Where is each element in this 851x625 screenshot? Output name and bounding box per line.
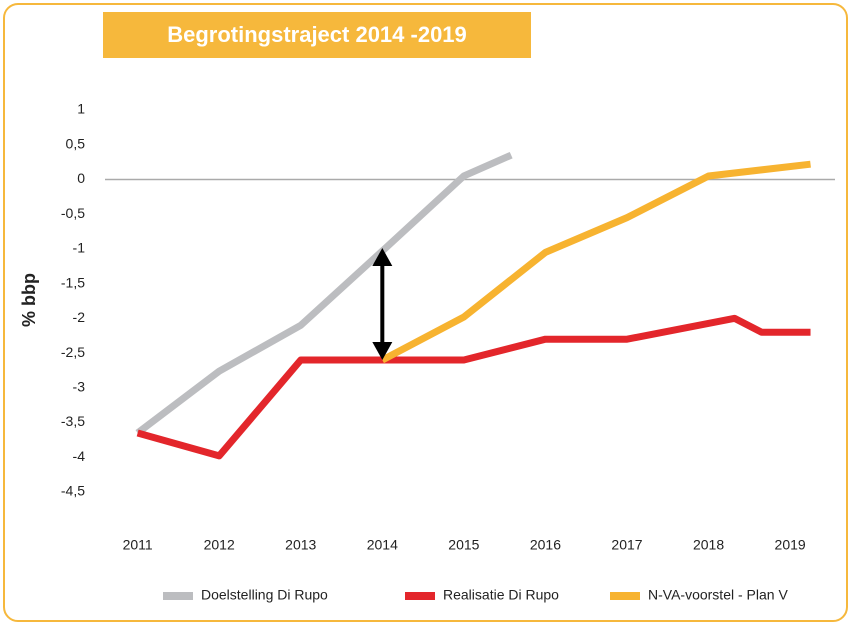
x-tick-label: 2019	[775, 537, 806, 553]
x-tick-label: 2013	[285, 537, 316, 553]
x-tick-label: 2017	[611, 537, 642, 553]
y-tick-label: -4	[73, 448, 86, 464]
title-banner	[103, 12, 531, 58]
y-tick-label: -2,5	[61, 344, 85, 360]
y-tick-label: 0,5	[66, 135, 86, 151]
frame	[3, 3, 848, 622]
x-tick-label: 2011	[123, 537, 153, 553]
y-tick-label: -4,5	[61, 483, 85, 499]
y-tick-label: -0,5	[61, 205, 85, 221]
arrow-head	[372, 248, 393, 266]
x-tick-label: 2014	[367, 537, 398, 553]
y-tick-label: -3,5	[61, 413, 85, 429]
legend-label: Realisatie Di Rupo	[443, 587, 559, 603]
series-line	[136, 314, 811, 460]
x-tick-label: 2018	[693, 537, 724, 553]
x-tick-label: 2012	[204, 537, 235, 553]
series-line	[380, 160, 811, 364]
x-tick-label: 2016	[530, 537, 561, 553]
y-tick-label: 0	[77, 170, 85, 186]
y-tick-label: 1	[77, 101, 85, 117]
x-tick-label: 2015	[448, 537, 479, 553]
series-line	[135, 151, 513, 436]
y-tick-label: -2	[73, 309, 86, 325]
y-tick-label: -1,5	[61, 274, 85, 290]
y-axis-label: % bbp	[19, 273, 39, 327]
arrow-head	[372, 342, 393, 360]
y-tick-label: -1	[73, 240, 86, 256]
y-tick-label: -3	[73, 379, 86, 395]
chart-title: Begrotingstraject 2014 -2019	[167, 22, 467, 47]
legend-label: Doelstelling Di Rupo	[201, 587, 328, 603]
legend-label: N-VA-voorstel - Plan V	[648, 587, 788, 603]
